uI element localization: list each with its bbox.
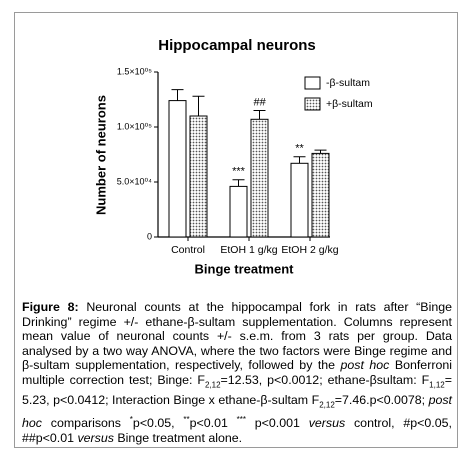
error-bar	[293, 156, 306, 164]
caption-run: post hoc	[22, 393, 452, 431]
caption-run: comparisons	[41, 416, 130, 431]
bar	[189, 115, 208, 238]
y-tick-label: 1.5×10⁰⁵	[117, 66, 152, 76]
caption-run: Bonferroni multiple correction test; Bin…	[22, 358, 452, 387]
bar	[311, 152, 330, 238]
caption-run: 2,12	[204, 380, 221, 390]
caption-run: =12.53, p<0.0012; ethane-βsultam: F	[220, 372, 430, 387]
caption-run: ***	[236, 415, 246, 425]
legend-swatch	[304, 76, 321, 90]
legend-swatch	[304, 97, 321, 111]
caption-run: =7.46.p<0.0078;	[334, 393, 429, 408]
x-axis-label: Binge treatment	[195, 261, 295, 276]
caption-run: post hoc	[340, 358, 390, 373]
caption-run: versus	[308, 416, 346, 431]
caption-run: 2,12	[319, 400, 335, 410]
caption-run: versus	[77, 430, 114, 445]
chart-title: Hippocampal neurons	[158, 37, 316, 54]
legend-label: +β-sultam	[326, 98, 373, 110]
caption-run: **	[183, 415, 190, 425]
caption-run: control, #p<0.05, ##p<0.01	[22, 416, 452, 445]
significance-label: ##	[253, 96, 266, 108]
caption-run: p<0.01	[189, 416, 237, 431]
bar	[290, 162, 309, 238]
y-tick-label: 5.0×10⁰⁴	[117, 176, 152, 186]
caption-run: Binge treatment alone.	[113, 430, 243, 445]
figure-frame	[14, 12, 458, 448]
caption: Figure 8: Neuronal counts at the hippoca…	[22, 300, 452, 445]
significance-label: ***	[232, 166, 246, 178]
error-bar	[253, 110, 266, 120]
x-tick-label: EtOH 2 g/kg	[281, 244, 338, 256]
error-bar	[192, 95, 205, 116]
bar	[229, 185, 248, 238]
significance-label: **	[295, 143, 304, 155]
y-tick-label: 1.0×10⁰⁵	[117, 121, 152, 131]
error-bar	[171, 89, 184, 101]
y-tick-label: 0	[147, 231, 152, 241]
x-tick-label: EtOH 1 g/kg	[220, 244, 277, 256]
caption-run: 1,12	[429, 380, 445, 390]
caption-run: *	[129, 415, 133, 425]
chart: Hippocampal neurons Number of neurons Bi…	[93, 37, 373, 276]
caption-run: p<0.001	[246, 416, 309, 431]
bar	[250, 118, 269, 238]
caption-run: = 5.23, p<0.0412; Interaction Binge x et…	[22, 372, 452, 408]
y-axis-label: Number of neurons	[93, 95, 108, 215]
error-bar	[314, 149, 327, 154]
bar	[168, 100, 187, 238]
legend-label: -β-sultam	[326, 77, 370, 89]
x-tick-label: Control	[171, 244, 205, 256]
caption-run: Neuronal counts at the hippocampal fork …	[22, 300, 452, 373]
error-bar	[232, 179, 245, 187]
caption-run: Figure 8:	[22, 300, 79, 314]
caption-run: p<0.05,	[132, 416, 184, 431]
